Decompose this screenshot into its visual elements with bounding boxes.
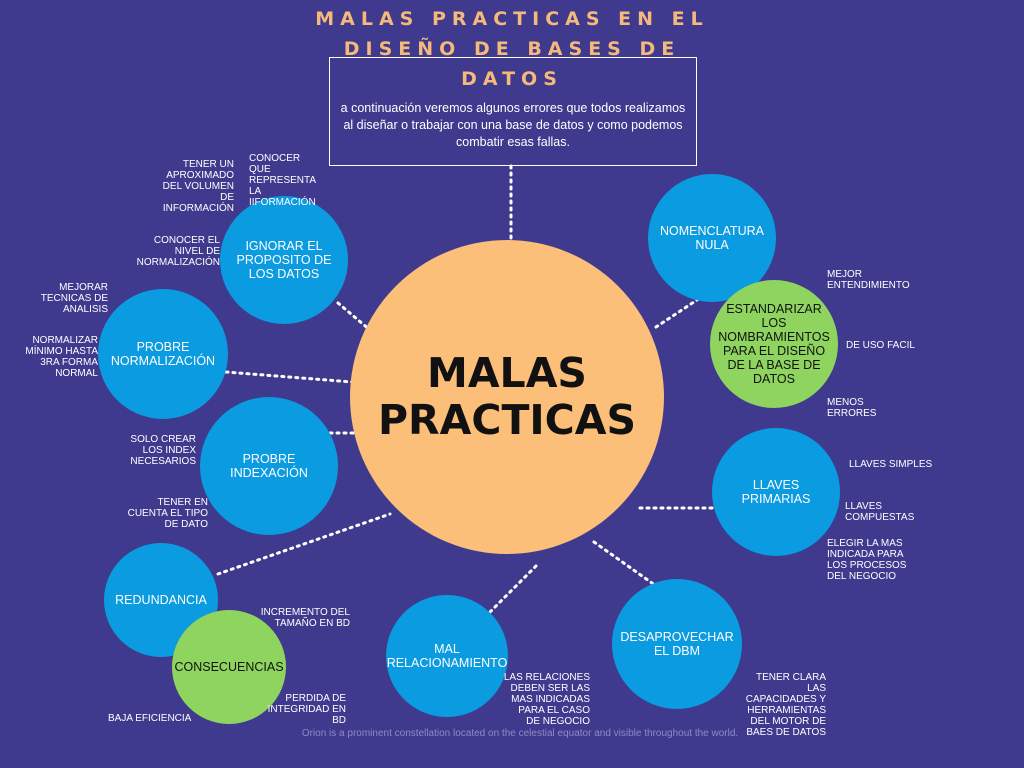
node-ignorar-label: IGNORAR EL PROPOSITO DE LOS DATOS (236, 239, 332, 281)
node-probre-indexacion: PROBRE INDEXACIÓN (200, 397, 338, 535)
note-incremento: INCREMENTO DEL TAMAÑO EN BD (260, 607, 350, 629)
footer-caption: Orion is a prominent constellation locat… (301, 728, 739, 739)
note-conocer-nivel: CONOCER EL NIVEL DE NORMALIZACIÓN (136, 235, 220, 268)
node-estandarizar-label: ESTANDARIZAR LOS NOMBRAMIENTOS PARA EL D… (718, 302, 830, 386)
node-normalizacion-label: PROBRE NORMALIZACIÓN (110, 340, 216, 368)
intro-box (329, 57, 697, 166)
node-ignorar-proposito: IGNORAR EL PROPOSITO DE LOS DATOS (220, 196, 348, 324)
node-probre-normalizacion: PROBRE NORMALIZACIÓN (98, 289, 228, 419)
node-mal-relacionamiento-label: MAL RELACIONAMIENTO (386, 642, 508, 670)
note-relaciones: LAS RELACIONES DEBEN SER LAS MAS INDICAD… (503, 672, 590, 727)
node-llaves-primarias: LLAVES PRIMARIAS (712, 428, 840, 556)
node-nomenclatura-label: NOMENCLATURA NULA (660, 224, 764, 252)
node-mal-relacionamiento: MAL RELACIONAMIENTO (386, 595, 508, 717)
node-desaprovechar-dbm: DESAPROVECHAR EL DBM (612, 579, 742, 709)
intro-text: a continuación veremos algunos errores q… (340, 101, 686, 149)
node-consecuencias-label: CONSECUENCIAS (174, 660, 284, 674)
page-title: MALAS PRACTICAS EN EL DISEÑO DE BASES DE… (315, 8, 709, 90)
note-elegir: ELEGIR LA MAS INDICADA PARA LOS PROCESOS… (827, 538, 907, 582)
note-uso-facil: DE USO FACIL (846, 340, 915, 351)
node-indexacion-label: PROBRE INDEXACIÓN (230, 452, 308, 480)
note-conocer-que: CONOCER QUE REPRESENTA LA IIFORMACIÓN (249, 153, 316, 208)
note-mejor-entendimiento: MEJOR ENTENDIMIENTO (827, 269, 910, 291)
note-perdida: PERDIDA DE INTEGRIDAD EN BD (267, 693, 346, 726)
note-llaves-compuestas: LLAVES COMPUESTAS (845, 501, 915, 523)
node-nomenclatura-nula: NOMENCLATURA NULA (648, 174, 776, 302)
note-menos-errores: MENOS ERRORES (827, 397, 877, 419)
note-baja-eficiencia: BAJA EFICIENCIA (108, 713, 192, 724)
node-llaves-label: LLAVES PRIMARIAS (741, 478, 811, 506)
center-label: MALAS PRACTICAS (378, 349, 637, 444)
node-estandarizar: ESTANDARIZAR LOS NOMBRAMIENTOS PARA EL D… (710, 280, 838, 408)
note-tener-clara: TENER CLARA LAS CAPACIDADES Y HERRAMIENT… (745, 672, 826, 738)
note-llaves-simples: LLAVES SIMPLES (849, 459, 933, 470)
note-mejorar-tecnicas: MEJORAR TECNICAS DE ANALISIS (40, 282, 108, 315)
node-redundancia-label: REDUNDANCIA (115, 593, 207, 607)
note-tener-cuenta: TENER EN CUENTA EL TIPO DE DATO (127, 497, 208, 530)
center-node: MALAS PRACTICAS (350, 240, 664, 554)
node-consecuencias: CONSECUENCIAS (172, 610, 286, 724)
note-tener-aproximado: TENER UN APROXIMADO DEL VOLUMEN DE INFOR… (162, 159, 234, 214)
node-desaprovechar-label: DESAPROVECHAR EL DBM (620, 630, 734, 658)
note-normalizar-minimo: NORMALIZAR MÍNIMO HASTA 3RA FORMA NORMAL (25, 335, 98, 379)
note-solo-crear: SOLO CREAR LOS INDEX NECESARIOS (130, 434, 196, 467)
